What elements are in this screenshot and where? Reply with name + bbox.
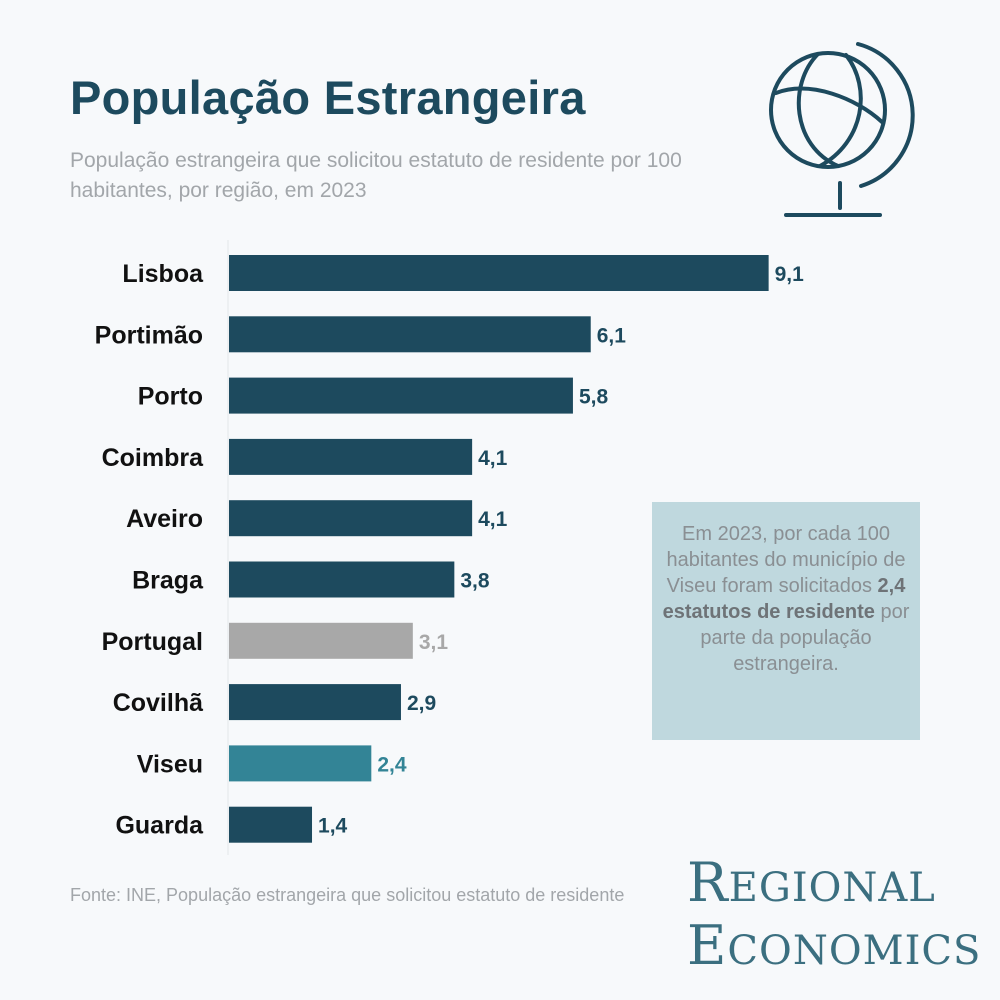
chart-subtitle: População estrangeira que solicitou esta… <box>70 149 682 202</box>
bar-portimão <box>229 316 591 353</box>
category-label: Braga <box>132 567 204 595</box>
callout-box: Em 2023, por cada 100 habitantes do muni… <box>652 502 920 740</box>
bar-porto <box>229 377 573 414</box>
bar-lisboa <box>229 255 769 291</box>
callout-text: Em 2023, por cada 100 habitantes do muni… <box>666 523 906 597</box>
category-label: Lisboa <box>122 260 204 288</box>
category-label: Portimão <box>95 321 203 349</box>
globe-icon <box>769 42 915 217</box>
category-label: Aveiro <box>126 505 203 533</box>
category-label: Porto <box>138 383 203 411</box>
value-label: 3,8 <box>460 570 490 593</box>
bar-coimbra <box>229 438 473 475</box>
bar-aveiro <box>229 500 473 537</box>
brand-logo: Regional Economics <box>687 851 982 977</box>
category-label: Viseu <box>137 750 203 778</box>
value-label: 5,8 <box>579 386 609 409</box>
bar-braga <box>229 561 455 598</box>
value-label: 6,1 <box>597 324 627 347</box>
category-label: Covilhã <box>113 689 203 717</box>
value-label: 2,9 <box>407 692 436 715</box>
bar-viseu <box>229 745 372 782</box>
value-label: 1,4 <box>318 815 348 838</box>
value-label: 2,4 <box>377 753 407 776</box>
category-label: Coimbra <box>102 444 205 472</box>
source-note: Fonte: INE, População estrangeira que so… <box>70 885 625 905</box>
value-label: 3,1 <box>419 631 449 654</box>
category-label: Guarda <box>115 812 204 840</box>
callout-highlight: 2,4 estatutos de residente <box>662 575 906 623</box>
value-label: 4,1 <box>478 447 508 470</box>
value-label: 4,1 <box>478 508 508 531</box>
bar-guarda <box>229 806 313 843</box>
bar-covilhã <box>229 684 401 721</box>
chart-title: População Estrangeira <box>70 71 586 124</box>
bar-portugal <box>229 622 413 659</box>
category-label: Portugal <box>102 628 203 656</box>
value-label: 9,1 <box>775 263 805 286</box>
callout-text-end: por parte da população estrangeira. <box>700 601 910 675</box>
